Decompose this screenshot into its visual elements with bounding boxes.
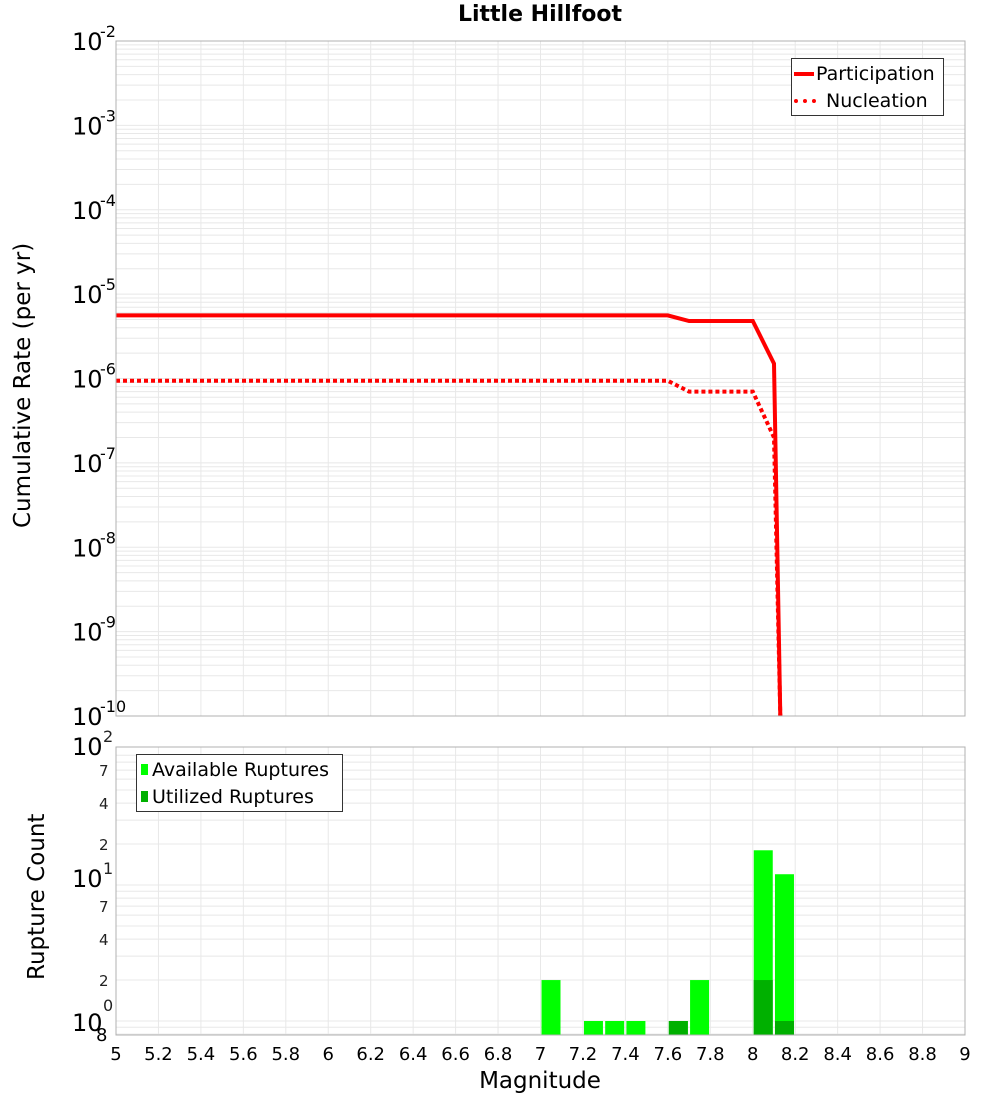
bottom-legend: Available Ruptures Utilized Ruptures bbox=[136, 754, 343, 812]
svg-text:10: 10 bbox=[72, 865, 103, 893]
svg-text:5.2: 5.2 bbox=[144, 1044, 173, 1065]
svg-text:10: 10 bbox=[72, 450, 103, 478]
top-legend: Participation Nucleation bbox=[791, 58, 944, 116]
svg-text:8: 8 bbox=[747, 1044, 758, 1065]
svg-text:8.6: 8.6 bbox=[866, 1044, 895, 1065]
svg-text:6.4: 6.4 bbox=[399, 1044, 428, 1065]
svg-text:7.4: 7.4 bbox=[611, 1044, 640, 1065]
svg-text:-8: -8 bbox=[100, 528, 116, 547]
svg-text:8.8: 8.8 bbox=[908, 1044, 937, 1065]
legend-item-participation: Participation bbox=[792, 60, 943, 87]
svg-text:8: 8 bbox=[96, 1025, 107, 1046]
svg-text:-9: -9 bbox=[100, 613, 116, 632]
legend-item-nucleation: Nucleation bbox=[792, 87, 943, 114]
svg-text:10: 10 bbox=[72, 733, 103, 761]
legend-item-utilized: Utilized Ruptures bbox=[137, 783, 342, 810]
svg-text:4: 4 bbox=[99, 795, 109, 813]
available-rupture-bar bbox=[775, 874, 794, 1035]
svg-text:7.8: 7.8 bbox=[696, 1044, 725, 1065]
x-axis-label: Magnitude bbox=[0, 1068, 1000, 1094]
svg-text:0: 0 bbox=[103, 996, 113, 1015]
svg-text:7.6: 7.6 bbox=[654, 1044, 683, 1065]
svg-text:6.2: 6.2 bbox=[356, 1044, 385, 1065]
legend-item-available: Available Ruptures bbox=[137, 756, 342, 783]
utilized-rupture-bar bbox=[775, 1021, 794, 1035]
solid-line-icon bbox=[794, 72, 814, 76]
svg-text:10: 10 bbox=[72, 366, 103, 394]
svg-text:2: 2 bbox=[103, 727, 113, 746]
svg-text:5: 5 bbox=[110, 1044, 121, 1065]
svg-text:10: 10 bbox=[72, 197, 103, 225]
svg-text:10: 10 bbox=[72, 703, 103, 731]
svg-text:-5: -5 bbox=[100, 275, 116, 294]
svg-text:4: 4 bbox=[99, 931, 109, 949]
svg-text:-10: -10 bbox=[100, 697, 126, 716]
utilized-rupture-bar bbox=[754, 980, 773, 1035]
svg-text:8.4: 8.4 bbox=[823, 1044, 852, 1065]
svg-text:2: 2 bbox=[99, 836, 109, 854]
svg-text:10: 10 bbox=[72, 28, 103, 56]
svg-text:10: 10 bbox=[72, 619, 103, 647]
dark-green-square-icon bbox=[141, 791, 148, 802]
utilized-rupture-bar bbox=[669, 1021, 688, 1035]
svg-text:-7: -7 bbox=[100, 444, 116, 463]
svg-text:-2: -2 bbox=[100, 22, 116, 41]
svg-text:7: 7 bbox=[535, 1044, 546, 1065]
svg-text:9: 9 bbox=[959, 1044, 970, 1065]
svg-text:-6: -6 bbox=[100, 360, 116, 379]
svg-text:6: 6 bbox=[323, 1044, 334, 1065]
svg-text:7: 7 bbox=[99, 762, 109, 780]
svg-text:-3: -3 bbox=[100, 106, 116, 125]
dotted-line-icon bbox=[794, 99, 816, 103]
svg-text:5.6: 5.6 bbox=[229, 1044, 258, 1065]
svg-text:6.8: 6.8 bbox=[484, 1044, 513, 1065]
svg-text:6.6: 6.6 bbox=[441, 1044, 470, 1065]
available-rupture-bar bbox=[542, 980, 561, 1035]
svg-text:10: 10 bbox=[72, 112, 103, 140]
svg-text:5.4: 5.4 bbox=[187, 1044, 216, 1065]
svg-text:7.2: 7.2 bbox=[569, 1044, 598, 1065]
svg-text:10: 10 bbox=[72, 281, 103, 309]
green-square-icon bbox=[141, 764, 148, 775]
available-rupture-bar bbox=[690, 980, 709, 1035]
bottom-y-axis-label: Rupture Count bbox=[24, 814, 50, 980]
svg-text:1: 1 bbox=[103, 859, 113, 878]
available-rupture-bar bbox=[605, 1021, 624, 1035]
svg-text:-4: -4 bbox=[100, 191, 116, 210]
available-rupture-bar bbox=[584, 1021, 603, 1035]
top-y-axis-label: Cumulative Rate (per yr) bbox=[10, 243, 36, 528]
svg-text:5.8: 5.8 bbox=[271, 1044, 300, 1065]
svg-text:10: 10 bbox=[72, 534, 103, 562]
available-rupture-bar bbox=[626, 1021, 645, 1035]
svg-text:7: 7 bbox=[99, 898, 109, 916]
chart-canvas: 10-210-310-410-510-610-710-810-910-10102… bbox=[0, 0, 1000, 1100]
svg-text:2: 2 bbox=[99, 972, 109, 990]
svg-text:8.2: 8.2 bbox=[781, 1044, 810, 1065]
